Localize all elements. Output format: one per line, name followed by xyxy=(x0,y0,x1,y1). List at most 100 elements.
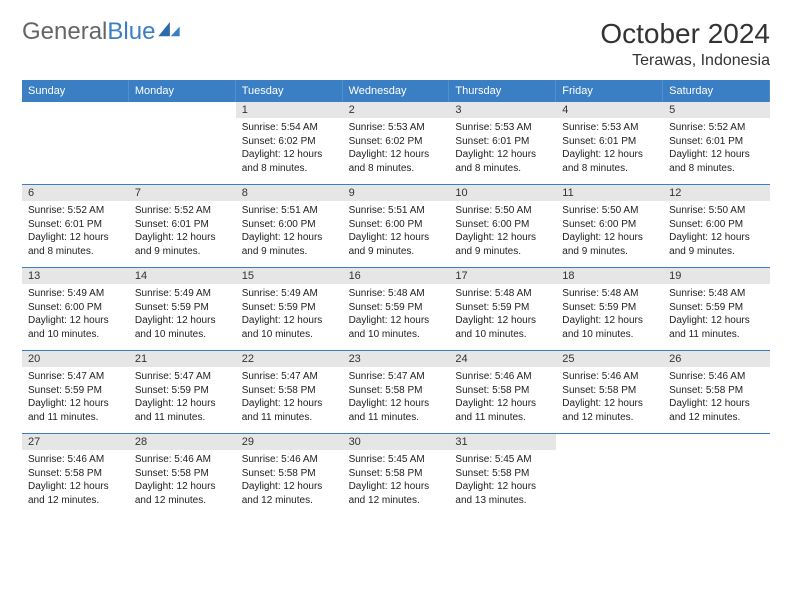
day-cell: 12Sunrise: 5:50 AMSunset: 6:00 PMDayligh… xyxy=(663,185,770,267)
sunrise-text: Sunrise: 5:52 AM xyxy=(28,204,123,218)
sunset-text: Sunset: 6:00 PM xyxy=(455,218,550,232)
day-number: 18 xyxy=(556,268,663,284)
sunset-text: Sunset: 5:59 PM xyxy=(562,301,657,315)
day-details: Sunrise: 5:46 AMSunset: 5:58 PMDaylight:… xyxy=(449,367,556,428)
day-number: 21 xyxy=(129,351,236,367)
weekday-header-row: SundayMondayTuesdayWednesdayThursdayFrid… xyxy=(22,80,770,102)
week-row: 6Sunrise: 5:52 AMSunset: 6:01 PMDaylight… xyxy=(22,184,770,267)
sunset-text: Sunset: 6:01 PM xyxy=(562,135,657,149)
day-details: Sunrise: 5:50 AMSunset: 6:00 PMDaylight:… xyxy=(663,201,770,262)
daylight-text: Daylight: 12 hours and 13 minutes. xyxy=(455,480,550,507)
day-cell: 21Sunrise: 5:47 AMSunset: 5:59 PMDayligh… xyxy=(129,351,236,433)
day-details: Sunrise: 5:46 AMSunset: 5:58 PMDaylight:… xyxy=(22,450,129,511)
sunrise-text: Sunrise: 5:52 AM xyxy=(135,204,230,218)
sunrise-text: Sunrise: 5:50 AM xyxy=(669,204,764,218)
day-details: Sunrise: 5:48 AMSunset: 5:59 PMDaylight:… xyxy=(343,284,450,345)
day-cell: 28Sunrise: 5:46 AMSunset: 5:58 PMDayligh… xyxy=(129,434,236,516)
logo-text-1: General xyxy=(22,18,107,46)
day-details: Sunrise: 5:46 AMSunset: 5:58 PMDaylight:… xyxy=(129,450,236,511)
sunrise-text: Sunrise: 5:54 AM xyxy=(242,121,337,135)
daylight-text: Daylight: 12 hours and 10 minutes. xyxy=(455,314,550,341)
weekday-header: Tuesday xyxy=(236,80,343,102)
daylight-text: Daylight: 12 hours and 8 minutes. xyxy=(349,148,444,175)
week-row: 20Sunrise: 5:47 AMSunset: 5:59 PMDayligh… xyxy=(22,350,770,433)
day-number: 27 xyxy=(22,434,129,450)
day-number: 26 xyxy=(663,351,770,367)
day-details: Sunrise: 5:50 AMSunset: 6:00 PMDaylight:… xyxy=(556,201,663,262)
daylight-text: Daylight: 12 hours and 9 minutes. xyxy=(242,231,337,258)
daylight-text: Daylight: 12 hours and 12 minutes. xyxy=(242,480,337,507)
sunrise-text: Sunrise: 5:47 AM xyxy=(135,370,230,384)
day-details: Sunrise: 5:46 AMSunset: 5:58 PMDaylight:… xyxy=(556,367,663,428)
sunrise-text: Sunrise: 5:53 AM xyxy=(349,121,444,135)
weekday-header: Saturday xyxy=(663,80,770,102)
day-cell: 8Sunrise: 5:51 AMSunset: 6:00 PMDaylight… xyxy=(236,185,343,267)
daylight-text: Daylight: 12 hours and 10 minutes. xyxy=(242,314,337,341)
sunrise-text: Sunrise: 5:45 AM xyxy=(455,453,550,467)
daylight-text: Daylight: 12 hours and 9 minutes. xyxy=(669,231,764,258)
day-number: 4 xyxy=(556,102,663,118)
day-cell: 10Sunrise: 5:50 AMSunset: 6:00 PMDayligh… xyxy=(449,185,556,267)
sunrise-text: Sunrise: 5:47 AM xyxy=(349,370,444,384)
day-details: Sunrise: 5:45 AMSunset: 5:58 PMDaylight:… xyxy=(343,450,450,511)
day-cell: 18Sunrise: 5:48 AMSunset: 5:59 PMDayligh… xyxy=(556,268,663,350)
sunrise-text: Sunrise: 5:46 AM xyxy=(562,370,657,384)
day-details: Sunrise: 5:49 AMSunset: 5:59 PMDaylight:… xyxy=(129,284,236,345)
sunrise-text: Sunrise: 5:51 AM xyxy=(349,204,444,218)
sunset-text: Sunset: 5:59 PM xyxy=(135,384,230,398)
daylight-text: Daylight: 12 hours and 11 minutes. xyxy=(28,397,123,424)
day-number: 9 xyxy=(343,185,450,201)
day-number: 14 xyxy=(129,268,236,284)
daylight-text: Daylight: 12 hours and 8 minutes. xyxy=(242,148,337,175)
sunset-text: Sunset: 5:58 PM xyxy=(242,467,337,481)
daylight-text: Daylight: 12 hours and 8 minutes. xyxy=(669,148,764,175)
day-number: 22 xyxy=(236,351,343,367)
day-cell: 25Sunrise: 5:46 AMSunset: 5:58 PMDayligh… xyxy=(556,351,663,433)
sunrise-text: Sunrise: 5:53 AM xyxy=(562,121,657,135)
day-details: Sunrise: 5:47 AMSunset: 5:58 PMDaylight:… xyxy=(343,367,450,428)
daylight-text: Daylight: 12 hours and 10 minutes. xyxy=(28,314,123,341)
day-cell: 5Sunrise: 5:52 AMSunset: 6:01 PMDaylight… xyxy=(663,102,770,184)
day-number: 1 xyxy=(236,102,343,118)
daylight-text: Daylight: 12 hours and 11 minutes. xyxy=(242,397,337,424)
day-number: 25 xyxy=(556,351,663,367)
sunset-text: Sunset: 5:58 PM xyxy=(135,467,230,481)
sunset-text: Sunset: 6:01 PM xyxy=(28,218,123,232)
daylight-text: Daylight: 12 hours and 8 minutes. xyxy=(28,231,123,258)
daylight-text: Daylight: 12 hours and 10 minutes. xyxy=(349,314,444,341)
sunrise-text: Sunrise: 5:50 AM xyxy=(455,204,550,218)
day-cell: 3Sunrise: 5:53 AMSunset: 6:01 PMDaylight… xyxy=(449,102,556,184)
empty-day-cell xyxy=(129,102,236,184)
sunset-text: Sunset: 5:58 PM xyxy=(28,467,123,481)
daylight-text: Daylight: 12 hours and 8 minutes. xyxy=(455,148,550,175)
sunset-text: Sunset: 6:00 PM xyxy=(242,218,337,232)
day-number: 7 xyxy=(129,185,236,201)
logo: General Blue xyxy=(22,18,180,46)
sunrise-text: Sunrise: 5:52 AM xyxy=(669,121,764,135)
day-number: 8 xyxy=(236,185,343,201)
day-cell: 16Sunrise: 5:48 AMSunset: 5:59 PMDayligh… xyxy=(343,268,450,350)
sunset-text: Sunset: 6:00 PM xyxy=(28,301,123,315)
sunset-text: Sunset: 5:59 PM xyxy=(242,301,337,315)
sunset-text: Sunset: 6:02 PM xyxy=(242,135,337,149)
calendar-page: General Blue October 2024 Terawas, Indon… xyxy=(0,0,792,534)
day-cell: 6Sunrise: 5:52 AMSunset: 6:01 PMDaylight… xyxy=(22,185,129,267)
sunrise-text: Sunrise: 5:46 AM xyxy=(242,453,337,467)
empty-day-cell xyxy=(22,102,129,184)
sunset-text: Sunset: 6:00 PM xyxy=(562,218,657,232)
daylight-text: Daylight: 12 hours and 11 minutes. xyxy=(669,314,764,341)
sunset-text: Sunset: 5:58 PM xyxy=(242,384,337,398)
sunrise-text: Sunrise: 5:51 AM xyxy=(242,204,337,218)
day-details: Sunrise: 5:48 AMSunset: 5:59 PMDaylight:… xyxy=(449,284,556,345)
sunrise-text: Sunrise: 5:48 AM xyxy=(349,287,444,301)
week-row: 1Sunrise: 5:54 AMSunset: 6:02 PMDaylight… xyxy=(22,102,770,184)
day-cell: 11Sunrise: 5:50 AMSunset: 6:00 PMDayligh… xyxy=(556,185,663,267)
day-number: 30 xyxy=(343,434,450,450)
daylight-text: Daylight: 12 hours and 12 minutes. xyxy=(562,397,657,424)
day-number: 12 xyxy=(663,185,770,201)
sunset-text: Sunset: 6:01 PM xyxy=(135,218,230,232)
day-details: Sunrise: 5:52 AMSunset: 6:01 PMDaylight:… xyxy=(663,118,770,179)
day-details: Sunrise: 5:46 AMSunset: 5:58 PMDaylight:… xyxy=(663,367,770,428)
day-cell: 24Sunrise: 5:46 AMSunset: 5:58 PMDayligh… xyxy=(449,351,556,433)
day-details: Sunrise: 5:51 AMSunset: 6:00 PMDaylight:… xyxy=(236,201,343,262)
